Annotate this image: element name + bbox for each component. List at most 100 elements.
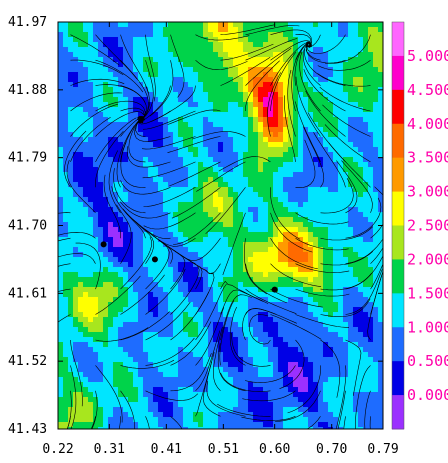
streamline [142, 161, 196, 179]
streamline [95, 100, 146, 113]
streamline [299, 51, 321, 112]
streamline [58, 288, 71, 292]
streamline [220, 43, 274, 61]
streamline [173, 212, 221, 245]
colorbar-labels: 0.000 0.500 1.000 1.500 2.000 2.500 3.000 3.500… [407, 47, 448, 404]
streamline [66, 416, 71, 429]
streamline [220, 57, 271, 86]
streamline [295, 237, 349, 251]
streamline [195, 330, 221, 392]
colorbar-segment [392, 89, 404, 125]
streamline [145, 390, 199, 401]
streamline [245, 38, 298, 61]
y-tick-label: 41.43 [8, 422, 47, 437]
streamline [170, 321, 212, 366]
streamline [220, 24, 275, 35]
streamline [120, 359, 175, 369]
streamline [127, 213, 155, 264]
x-tick-label: 0.79 [367, 442, 398, 457]
marker-point [100, 241, 107, 248]
streamline [140, 60, 154, 122]
streamline [145, 268, 186, 315]
marker-point [271, 286, 278, 293]
y-tick-label: 41.52 [8, 354, 47, 369]
colorbar-tick-label: 3.000 [407, 183, 448, 201]
streamline [119, 201, 171, 219]
streamline [118, 416, 121, 429]
streamline [270, 288, 323, 308]
x-axis-ticks: 0.22 0.31 0.41 0.51 0.60 0.70 0.79 [42, 22, 399, 457]
streamline [70, 34, 120, 66]
streamline [170, 291, 209, 341]
colorbar-segment [392, 395, 404, 430]
streamline [218, 156, 271, 172]
streamline [324, 34, 371, 64]
streamline [213, 326, 223, 392]
streamline [242, 390, 296, 402]
streamline [287, 365, 321, 414]
streamline [313, 132, 346, 188]
x-tick-label: 0.60 [259, 442, 290, 457]
colorbar-tick-label: 4.000 [407, 115, 448, 133]
contour-fill [58, 22, 383, 429]
streamline [95, 327, 149, 342]
streamline [295, 139, 316, 189]
streamline [245, 60, 280, 112]
colorbar-segment [392, 22, 404, 57]
streamline [370, 263, 383, 290]
y-tick-label: 41.88 [8, 83, 47, 98]
streamline [295, 314, 349, 328]
x-tick-label: 0.22 [42, 442, 73, 457]
streamline [304, 49, 346, 86]
streamline [345, 238, 383, 264]
streamline [242, 308, 277, 341]
streamline [245, 263, 287, 304]
streamline [245, 288, 297, 314]
y-tick-label: 41.70 [8, 219, 47, 234]
streamline [58, 231, 96, 239]
streamline [58, 314, 71, 323]
streamline [128, 117, 146, 163]
streamline [70, 339, 83, 407]
y-tick-label: 41.61 [8, 286, 47, 301]
streamline [220, 289, 264, 315]
x-tick-label: 0.70 [316, 442, 347, 457]
streamline [244, 365, 296, 383]
streamline [306, 416, 321, 429]
streamline [95, 130, 124, 188]
streamline [170, 34, 185, 98]
streamline [295, 101, 321, 163]
streamline [328, 142, 371, 188]
x-tick-label: 0.41 [151, 442, 182, 457]
streamline [170, 416, 183, 429]
streamline [120, 180, 171, 195]
streamline [145, 337, 195, 366]
streamline [120, 236, 152, 290]
streamline [303, 69, 346, 112]
streamline [274, 390, 321, 422]
streamline [345, 197, 382, 239]
colorbar-tick-label: 0.500 [407, 352, 448, 370]
streamline [367, 275, 382, 341]
y-tick-label: 41.97 [8, 15, 47, 30]
colorbar-tick-label: 0.000 [407, 386, 448, 404]
x-tick-label: 0.51 [208, 442, 239, 457]
colorbar-tick-label: 5.000 [407, 47, 448, 65]
streamline [58, 237, 71, 242]
streamline [245, 48, 292, 86]
streamline [336, 160, 358, 214]
streamline [305, 90, 346, 137]
streamline [245, 25, 300, 35]
colorbar-tick-label: 2.500 [407, 217, 448, 235]
streamline [145, 239, 170, 290]
streamline [219, 300, 235, 366]
streamline [270, 263, 322, 287]
streamline [171, 187, 221, 219]
streamline [222, 212, 246, 276]
streamline [170, 263, 200, 315]
streamline [58, 263, 71, 267]
streamline [149, 60, 174, 117]
streamline [305, 41, 346, 64]
streamline [231, 333, 271, 367]
y-tick-label: 41.79 [8, 151, 47, 166]
